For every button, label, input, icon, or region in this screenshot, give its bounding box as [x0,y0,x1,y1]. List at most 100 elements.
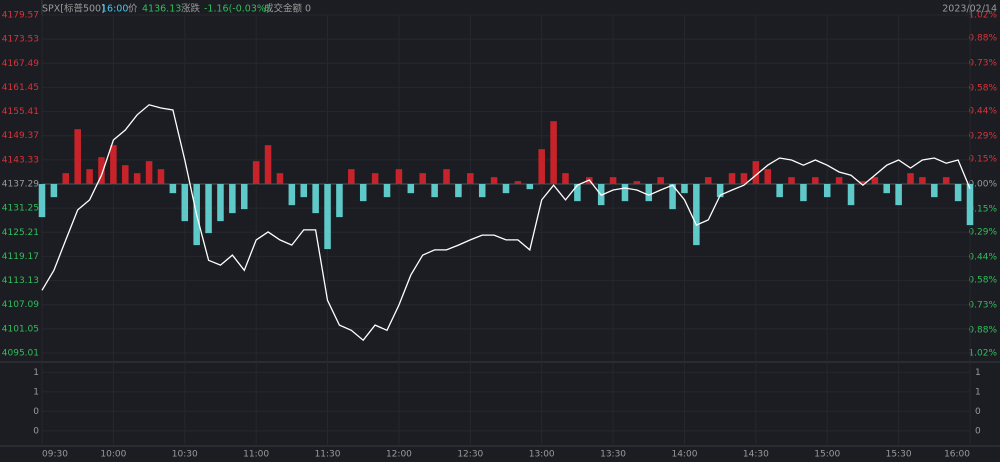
change-bar [133,173,141,184]
change-bar [621,184,629,202]
turnover-label: 成交金额 [264,3,303,15]
change-bar [574,184,581,202]
y2-tick-label: 0.29% [968,131,997,141]
y2-tick-label: 0.15% [968,155,997,165]
y-tick-label: 4107.09 [2,300,39,310]
price: 4136.13 [142,4,181,15]
y-tick-label: 4161.45 [2,83,39,93]
y2-tick-label: 1.02% [968,11,997,21]
change: -1.16(-0.03%) [204,4,270,15]
change-bar [348,169,355,184]
change-bar [62,173,70,184]
change-bar [919,177,926,184]
change-bar [788,177,795,184]
x-tick-label: 13:30 [600,450,626,460]
change-bar [812,177,819,184]
y-tick-label: 4179.57 [2,11,39,21]
change-bar [704,177,712,184]
lower-tick-label: 0 [33,426,39,436]
change-bar [907,173,914,184]
x-tick-label: 15:00 [814,450,840,460]
x-tick-label: 10:30 [172,450,198,460]
x-tick-label: 13:00 [529,450,555,460]
change-bar [431,184,438,198]
change-bar [942,177,950,184]
change-bar [455,184,462,198]
y-tick-label: 4173.53 [2,35,39,45]
change-bar [359,184,367,202]
lower-tick-label: 1 [33,387,39,397]
y2-tick-label: 0.88% [968,325,997,335]
x-tick-label: 16:00 [944,450,970,460]
change-bar [633,181,641,184]
change-bar [407,184,415,194]
change-bar [157,169,165,184]
y2-tick-label: 0.44% [968,252,997,262]
change-bar [312,184,319,214]
change-bar [122,165,129,184]
change-bar [847,184,855,206]
change-bar [823,184,831,198]
y-tick-label: 4101.05 [2,324,39,334]
y2-tick-label: 0.73% [968,59,997,69]
change-bar [526,184,534,190]
change-bar [502,184,510,194]
lower-tick-label: 1 [33,368,39,378]
change-bar [217,184,224,222]
change-bar [288,184,296,206]
change-bar [728,173,736,184]
change-bar [895,184,902,206]
change-bar [538,149,545,184]
change-bar [50,184,58,198]
change-bar [252,161,260,184]
lower-tick-label-right: 1 [975,387,981,397]
change-bar [443,169,450,184]
y2-tick-label: 0.88% [968,34,997,44]
change-bar [681,184,688,194]
y-tick-label: 4149.37 [2,131,39,141]
turnover: 0 [305,4,311,15]
change-bar [859,181,867,184]
change-bar [145,161,153,184]
change-bar [764,169,772,184]
x-tick-label: 11:00 [243,450,269,460]
x-tick-label: 11:30 [315,450,341,460]
change-bar [657,177,664,184]
change-bar [74,129,81,184]
change-bar [86,169,93,184]
change-bar [871,177,879,184]
y-tick-label: 4143.33 [2,155,39,165]
x-tick-label: 15:30 [886,450,912,460]
price-label: 价 [128,4,138,15]
symbol: SPX[标普500] [42,3,105,15]
y2-tick-label: 0.00% [968,180,997,190]
change-bar [562,173,569,184]
x-tick-label: 14:00 [671,450,697,460]
y2-tick-label: 0.73% [968,300,997,310]
change-bar [550,121,557,184]
x-tick-label: 12:00 [386,450,412,460]
change-bar [229,184,236,214]
change-bar [835,177,843,184]
change-bar [514,181,522,184]
change-bar [490,177,498,184]
y2-tick-label: 0.15% [968,204,997,214]
change-bar [371,173,379,184]
change-bar [169,184,177,194]
change-bar [954,184,962,202]
change-bar [324,184,331,250]
price-line [41,104,971,342]
change-bar [609,177,617,184]
change-bar [264,145,272,184]
y-tick-label: 4131.25 [2,204,39,214]
x-tick-label: 10:00 [100,450,126,460]
change-bar [395,169,403,184]
change-bar [181,184,189,222]
change-bar [966,184,974,226]
change-bar [110,145,117,184]
y-tick-label: 4155.41 [2,107,39,117]
change-bar [205,184,212,234]
change-bar [419,173,426,184]
change-bar [669,184,676,210]
y-tick-label: 4119.17 [2,252,39,262]
